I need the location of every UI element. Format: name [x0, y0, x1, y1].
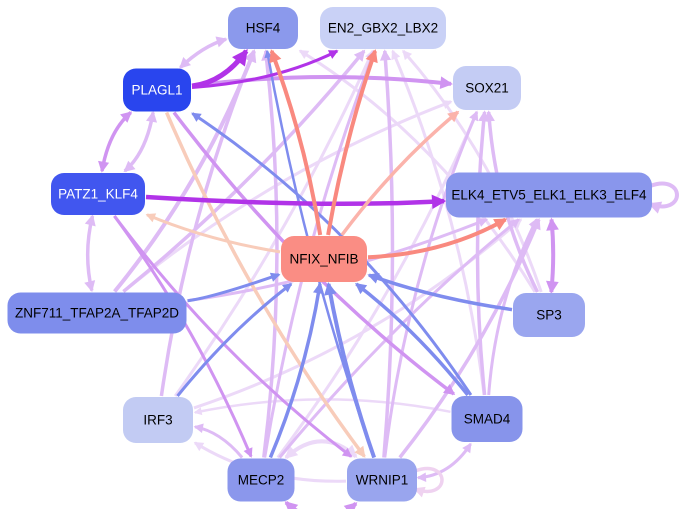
node-label-SOX21: SOX21	[465, 81, 509, 96]
node-IRF3[interactable]: IRF3	[123, 397, 193, 443]
edge-WRNIP1-SOX21	[383, 110, 479, 458]
edge-PLAGL1-EN2	[191, 49, 339, 89]
edge-NFIX-PATZ1	[145, 213, 281, 254]
node-SMAD4[interactable]: SMAD4	[451, 396, 523, 442]
node-MECP2[interactable]: MECP2	[227, 458, 295, 502]
node-shape-PATZ1[interactable]	[51, 173, 145, 215]
edge-PLAGL1-HSF4	[179, 36, 228, 69]
node-shape-SMAD4[interactable]	[451, 396, 523, 442]
self-loop-ELK4	[648, 181, 679, 214]
edge-NFIX-HSF4	[269, 49, 323, 236]
edge-SMAD4-ELK4	[487, 218, 538, 396]
node-SOX21[interactable]: SOX21	[453, 66, 521, 110]
node-label-HSF4: HSF4	[246, 21, 281, 36]
edge-PATZ1-WRNIP1	[113, 215, 353, 458]
node-shape-IRF3[interactable]	[123, 397, 193, 443]
node-label-NFIX: NFIX_NFIB	[289, 252, 358, 267]
edge-PLAGL1-PATZ1	[123, 110, 158, 173]
node-shape-MECP2[interactable]	[227, 458, 295, 502]
edge-MECP2-IRF3	[193, 423, 244, 459]
node-label-PATZ1: PATZ1_KLF4	[58, 187, 138, 202]
edge-WRNIP1-SMAD4	[416, 442, 472, 482]
edge-NFIX-ELK4	[367, 217, 508, 260]
edge-MECP2-SOX21	[276, 110, 479, 459]
edge-ZNF711-NFIX	[187, 272, 281, 303]
edge-SMAD4-NFIX	[355, 282, 470, 397]
node-HSF4[interactable]: HSF4	[228, 7, 298, 49]
node-EN2[interactable]: EN2_GBX2_LBX2	[320, 7, 446, 49]
node-label-IRF3: IRF3	[143, 413, 172, 428]
node-shape-HSF4[interactable]	[228, 7, 298, 49]
edge-MECP2-WRNIP1	[284, 501, 358, 509]
edge-IRF3-NFIX	[176, 282, 293, 397]
node-shape-EN2[interactable]	[320, 7, 446, 49]
node-PLAGL1[interactable]: PLAGL1	[123, 68, 191, 112]
node-label-SMAD4: SMAD4	[464, 412, 511, 427]
edge-MECP2-HSF4	[261, 49, 279, 458]
node-label-ZNF711: ZNF711_TFAP2A_TFAP2D	[15, 306, 179, 321]
node-label-SP3: SP3	[536, 308, 562, 323]
edge-SMAD4-EN2	[391, 49, 486, 396]
node-shape-WRNIP1[interactable]	[347, 458, 417, 502]
edge-MECP2-WRNIP1	[284, 439, 358, 459]
edge-IRF3-EN2	[173, 49, 375, 397]
edge-NFIX-EN2	[326, 49, 378, 236]
edge-SP3-EN2	[402, 49, 543, 293]
edge-PLAGL1-SOX21	[191, 74, 453, 90]
node-shape-SP3[interactable]	[513, 293, 585, 337]
edge-SP3-ELK4	[546, 217, 559, 294]
node-label-MECP2: MECP2	[238, 473, 285, 488]
node-shape-ELK4[interactable]	[446, 172, 652, 218]
edge-NFIX-SOX21	[340, 110, 460, 237]
node-PATZ1[interactable]: PATZ1_KLF4	[51, 173, 145, 215]
edge-PLAGL1-WRNIP1	[164, 111, 366, 458]
edge-IRF3-HSF4	[159, 49, 256, 397]
self-loop-WRNIP1	[413, 467, 444, 498]
edge-PATZ1-ZNF711	[84, 214, 96, 293]
node-layer: HSF4 EN2_GBX2_LBX2 PLAGL1 SOX21 PATZ1_KLF4 EL…	[7, 7, 652, 502]
edge-SP3-HSF4	[298, 49, 537, 293]
node-label-PLAGL1: PLAGL1	[131, 83, 182, 98]
edge-WRNIP1-ELK4	[398, 217, 541, 459]
edge-ZNF711-EN2	[122, 49, 366, 293]
edge-PLAGL1-PATZ1	[98, 111, 133, 173]
node-shape-NFIX[interactable]	[281, 236, 367, 282]
node-ELK4[interactable]: ELK4_ETV5_ELK1_ELK3_ELF4	[446, 172, 652, 218]
edge-PLAGL1-HSF4	[191, 49, 249, 89]
node-shape-PLAGL1[interactable]	[123, 68, 191, 112]
node-label-ELK4: ELK4_ETV5_ELK1_ELK3_ELF4	[451, 188, 647, 203]
node-label-EN2: EN2_GBX2_LBX2	[328, 21, 438, 36]
node-NFIX[interactable]: NFIX_NFIB	[281, 236, 367, 282]
node-shape-ZNF711[interactable]	[7, 292, 187, 334]
edge-PATZ1-MECP2	[113, 215, 253, 458]
node-shape-SOX21[interactable]	[453, 66, 521, 110]
node-SP3[interactable]: SP3	[513, 293, 585, 337]
edge-MECP2-NFIX	[268, 282, 325, 459]
node-label-WRNIP1: WRNIP1	[356, 473, 409, 488]
node-ZNF711[interactable]: ZNF711_TFAP2A_TFAP2D	[7, 292, 187, 334]
edge-PATZ1-ELK4	[145, 194, 447, 209]
edge-ZNF711-SOX21	[122, 100, 453, 293]
node-WRNIP1[interactable]: WRNIP1	[347, 458, 417, 502]
